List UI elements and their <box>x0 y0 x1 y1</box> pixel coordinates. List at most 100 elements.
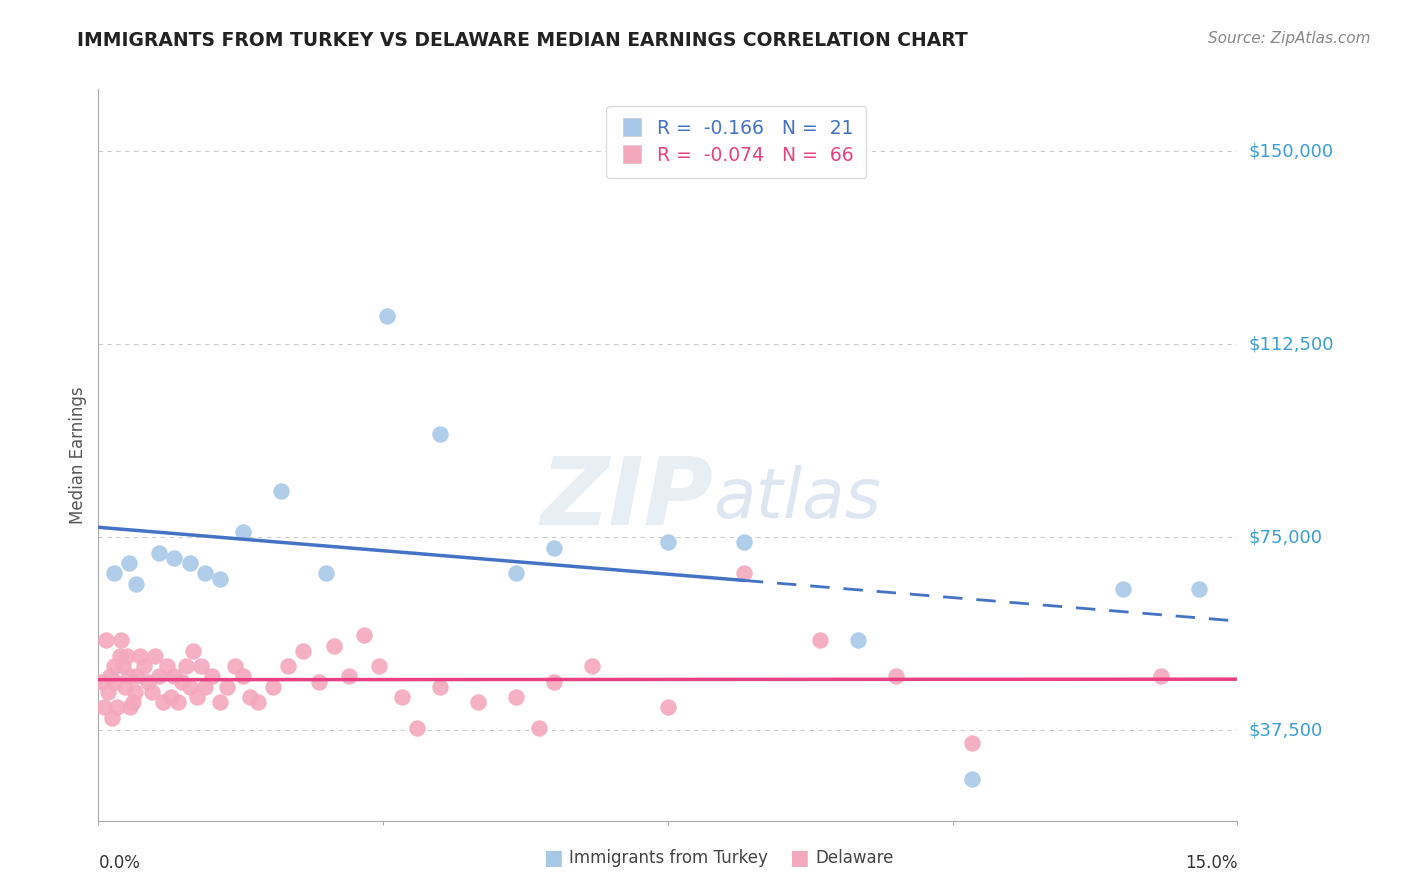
Text: $75,000: $75,000 <box>1249 528 1323 546</box>
Point <box>132 659 155 673</box>
Point <box>117 648 139 663</box>
Point <box>208 695 231 709</box>
Point <box>884 669 907 683</box>
Point <box>125 576 148 591</box>
Point <box>733 566 755 581</box>
Y-axis label: Median Earnings: Median Earnings <box>69 386 87 524</box>
Point <box>156 659 179 673</box>
Point <box>194 680 217 694</box>
Point <box>136 674 159 689</box>
Point <box>308 674 330 689</box>
Point <box>125 669 148 683</box>
Point <box>337 669 360 683</box>
Point <box>292 643 315 657</box>
Text: $150,000: $150,000 <box>1249 142 1333 160</box>
Point <box>190 659 212 673</box>
Point <box>262 680 284 694</box>
Point <box>103 659 125 673</box>
Point <box>163 550 186 565</box>
Point <box>118 556 141 570</box>
Text: ■: ■ <box>543 848 562 868</box>
Point <box>505 566 527 581</box>
Point <box>657 700 679 714</box>
Point <box>110 633 132 648</box>
Point <box>118 669 141 683</box>
Point <box>391 690 413 704</box>
Point <box>246 695 269 709</box>
Point <box>315 566 337 581</box>
Point <box>103 566 125 581</box>
Point <box>179 556 201 570</box>
Point <box>91 674 114 689</box>
Point <box>846 633 869 648</box>
Point <box>217 680 239 694</box>
Point <box>232 669 254 683</box>
Point <box>129 648 152 663</box>
Point <box>94 633 117 648</box>
Point <box>101 711 124 725</box>
Point <box>194 566 217 581</box>
Point <box>322 639 344 653</box>
Point <box>201 669 224 683</box>
Point <box>111 659 134 673</box>
Point <box>467 695 489 709</box>
Text: ZIP: ZIP <box>540 453 713 545</box>
Point <box>98 669 121 683</box>
Legend: R =  -0.166   N =  21, R =  -0.074   N =  66: R = -0.166 N = 21, R = -0.074 N = 66 <box>606 106 866 178</box>
Text: atlas: atlas <box>713 466 882 533</box>
Text: Source: ZipAtlas.com: Source: ZipAtlas.com <box>1208 31 1371 46</box>
Point <box>170 674 193 689</box>
Point <box>581 659 603 673</box>
Text: Immigrants from Turkey: Immigrants from Turkey <box>569 849 768 867</box>
Point <box>1188 582 1211 596</box>
Point <box>353 628 375 642</box>
Text: 0.0%: 0.0% <box>98 854 141 871</box>
Point <box>163 669 186 683</box>
Point <box>96 685 118 699</box>
Point <box>505 690 527 704</box>
Text: IMMIGRANTS FROM TURKEY VS DELAWARE MEDIAN EARNINGS CORRELATION CHART: IMMIGRANTS FROM TURKEY VS DELAWARE MEDIA… <box>77 31 969 50</box>
Point <box>232 525 254 540</box>
Point <box>543 541 565 555</box>
Point <box>114 680 136 694</box>
Point <box>1150 669 1173 683</box>
Point <box>159 690 181 704</box>
Point <box>108 648 131 663</box>
Point <box>152 695 174 709</box>
Point <box>174 659 197 673</box>
Point <box>179 680 201 694</box>
Point <box>1112 582 1135 596</box>
Point <box>120 700 142 714</box>
Point <box>429 427 451 442</box>
Text: Delaware: Delaware <box>815 849 894 867</box>
Point <box>145 648 167 663</box>
Point <box>527 721 550 735</box>
Point <box>148 546 170 560</box>
Point <box>808 633 831 648</box>
Point <box>167 695 190 709</box>
Point <box>429 680 451 694</box>
Point <box>124 685 146 699</box>
Text: $37,500: $37,500 <box>1249 722 1323 739</box>
Point <box>239 690 262 704</box>
Point <box>183 643 205 657</box>
Point <box>121 695 143 709</box>
Point <box>375 309 398 323</box>
Point <box>224 659 246 673</box>
Point <box>93 700 115 714</box>
Point <box>270 483 292 498</box>
Point <box>406 721 429 735</box>
Point <box>960 736 983 750</box>
Point <box>733 535 755 549</box>
Point <box>141 685 163 699</box>
Point <box>104 674 127 689</box>
Point <box>148 669 170 683</box>
Point <box>186 690 208 704</box>
Text: 15.0%: 15.0% <box>1185 854 1237 871</box>
Point <box>107 700 129 714</box>
Point <box>543 674 565 689</box>
Point <box>277 659 299 673</box>
Point <box>960 772 983 787</box>
Text: $112,500: $112,500 <box>1249 335 1334 353</box>
Point <box>657 535 679 549</box>
